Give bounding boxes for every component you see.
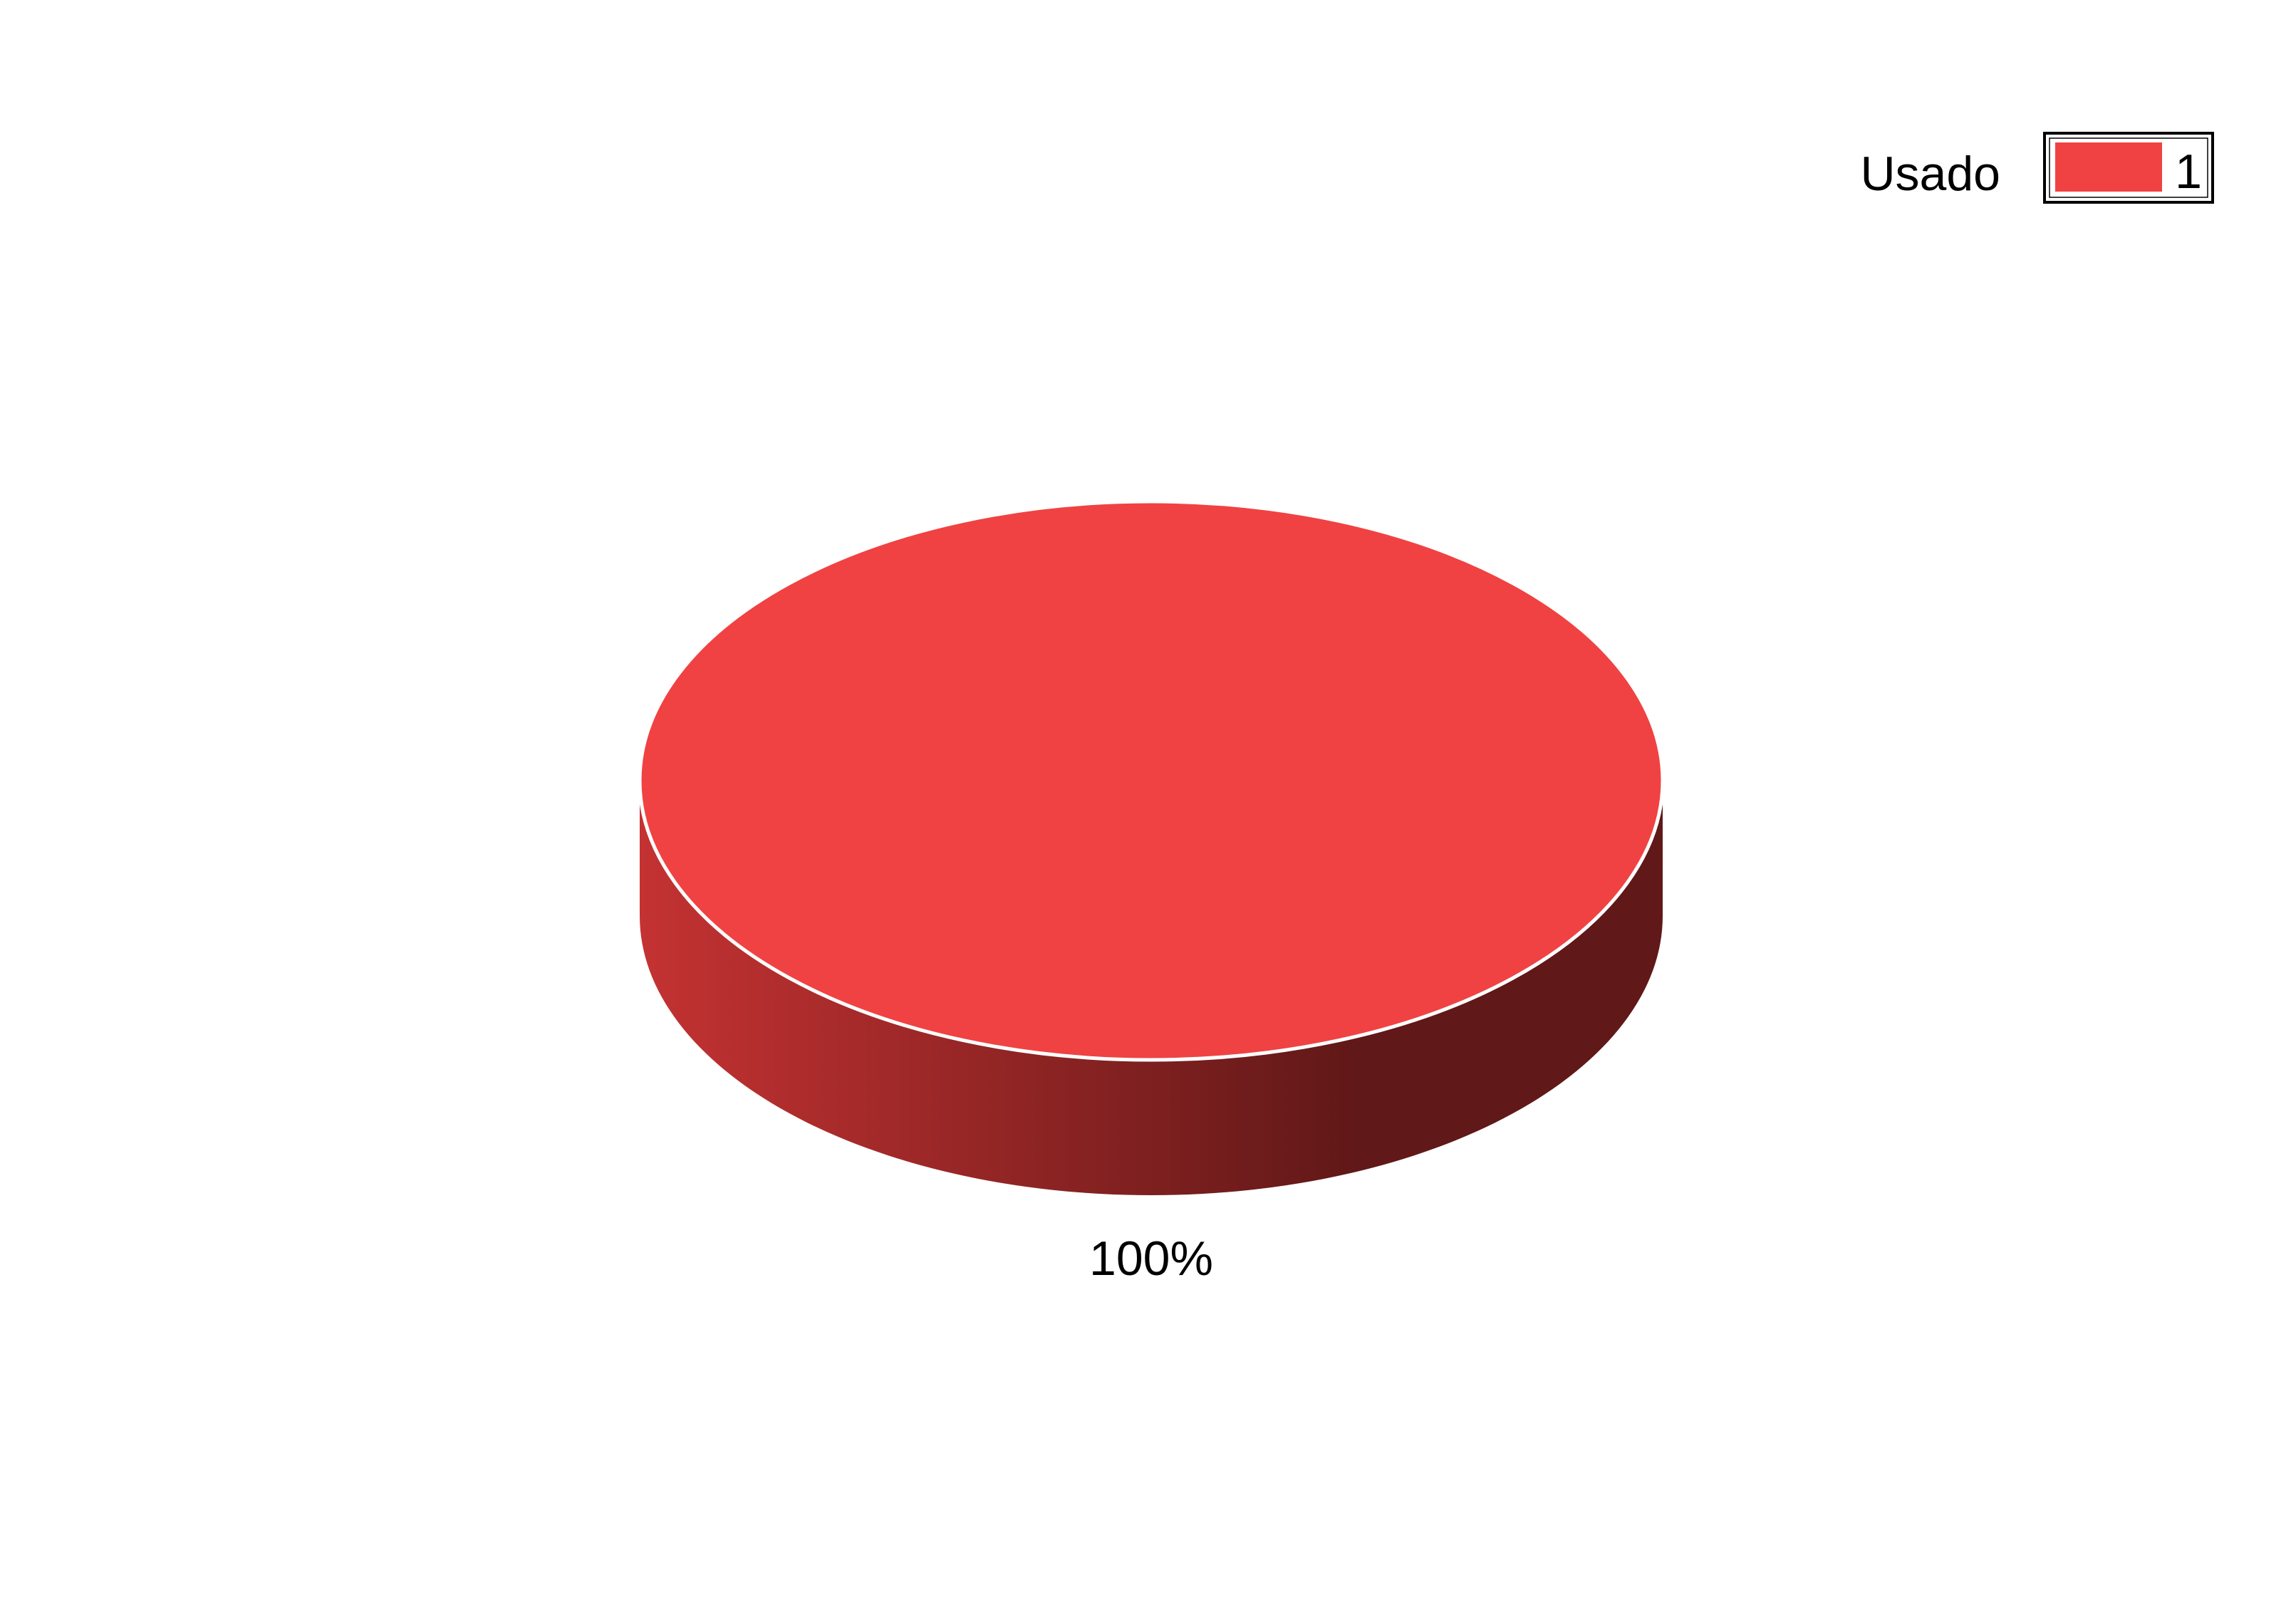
legend-swatch xyxy=(2055,142,2162,192)
pie-group xyxy=(638,499,1665,1195)
pie-slice-1 xyxy=(638,499,1665,1062)
legend-title: Usado xyxy=(1860,147,2000,201)
legend: Usado 1 xyxy=(1860,132,2214,204)
pie-slice-side xyxy=(640,781,1663,1195)
slice-percent-label: 100% xyxy=(1089,1232,1213,1286)
legend-box-inner xyxy=(2049,137,2208,198)
legend-entry-label: 1 xyxy=(2175,145,2202,199)
